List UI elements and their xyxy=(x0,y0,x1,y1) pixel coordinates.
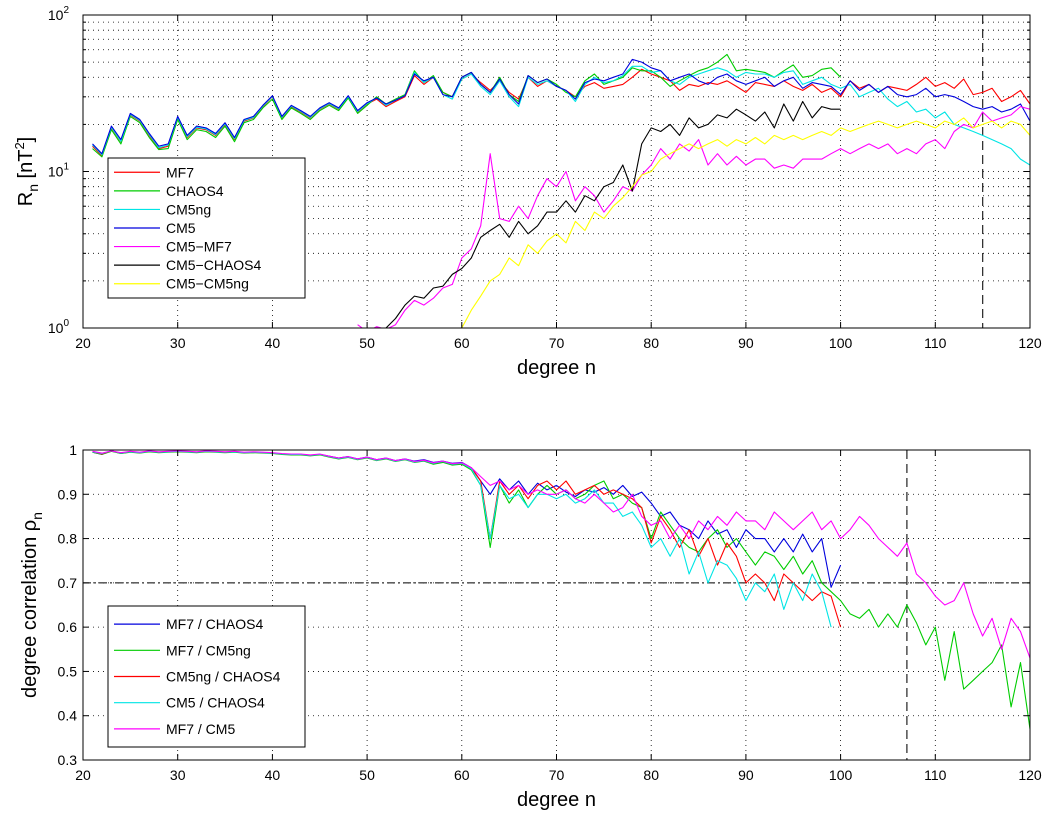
chart-top-power-spectra: 20 30 40 50 60 70 80 90 100 110 120 100 101 102 degree… xyxy=(12,5,1042,379)
legend: MF7 CHAOS4 CM5ng CM5 CM5−MF7 CM5−CHAOS4 CM5−CM… xyxy=(107,157,306,299)
legend-label-cm5-mf7: CM5−MF7 xyxy=(166,239,232,255)
legend-label-cm5-chaos4: CM5−CHAOS4 xyxy=(166,257,262,273)
y-tick-label: 0.8 xyxy=(58,531,78,547)
x-tick-label: 40 xyxy=(265,335,281,351)
series-line-cm5-mf7 xyxy=(357,106,1030,328)
y-axis-label: Rn [nT2] xyxy=(12,137,41,207)
x-tick-label: 60 xyxy=(454,767,470,783)
x-tick-label: 50 xyxy=(359,767,375,783)
x-tick-label: 70 xyxy=(549,767,565,783)
chart-bottom-degree-correlation: 20 30 40 50 60 70 80 90 100 110 120 0.3 0.4 0.5 0.6 0.7… xyxy=(19,442,1042,811)
legend-box xyxy=(107,605,306,748)
series-line-mf7-cm5 xyxy=(92,450,1030,659)
x-tick-label: 40 xyxy=(265,767,281,783)
x-tick-label: 30 xyxy=(170,335,186,351)
series-line-cm5-cm5ng xyxy=(461,117,1030,328)
y-tick-label: 0.4 xyxy=(58,708,78,724)
y-tick-label: 0.9 xyxy=(58,486,78,502)
x-tick-label: 90 xyxy=(738,767,754,783)
legend-label-cm5-cm5ng: CM5−CM5ng xyxy=(166,276,249,292)
y-tick-label: 0.3 xyxy=(58,752,78,768)
x-axis-label: degree n xyxy=(517,357,596,379)
legend-label-mf7-cm5: MF7 / CM5 xyxy=(166,721,235,737)
y-tick-label: 0.7 xyxy=(58,575,78,591)
series-group xyxy=(92,53,1030,328)
y-tick-label: 100 xyxy=(48,318,70,336)
x-tick-label: 100 xyxy=(829,335,853,351)
y-tick-label: 102 xyxy=(48,5,70,23)
legend-label-cm5ng: CM5ng xyxy=(166,201,211,217)
x-tick-label: 80 xyxy=(643,335,659,351)
y-axis-label: degree correlation ρn xyxy=(19,512,45,698)
x-tick-label: 50 xyxy=(359,335,375,351)
legend-label-mf7-chaos4: MF7 / CHAOS4 xyxy=(166,616,263,632)
x-tick-label: 20 xyxy=(75,335,91,351)
legend-label-cm5: CM5 xyxy=(166,220,196,236)
x-tick-label: 60 xyxy=(454,335,470,351)
y-tick-label: 101 xyxy=(48,162,70,180)
y-tick-label: 0.5 xyxy=(58,663,78,679)
y-tick-label: 0.6 xyxy=(58,619,78,635)
legend: MF7 / CHAOS4 MF7 / CM5ng CM5ng / CHAOS4 CM5… xyxy=(107,605,306,748)
x-tick-label: 80 xyxy=(643,767,659,783)
series-group xyxy=(92,450,1030,730)
tick-marks xyxy=(82,449,1031,761)
x-tick-label: 120 xyxy=(1018,335,1042,351)
legend-label-mf7-cm5ng: MF7 / CM5ng xyxy=(166,642,251,658)
grid xyxy=(83,450,1030,760)
x-tick-label: 100 xyxy=(829,767,853,783)
legend-label-chaos4: CHAOS4 xyxy=(166,183,224,199)
x-tick-label: 20 xyxy=(75,767,91,783)
x-tick-label: 110 xyxy=(924,335,947,351)
x-tick-label: 120 xyxy=(1018,767,1042,783)
x-tick-label: 30 xyxy=(170,767,186,783)
series-line-cm5 xyxy=(92,58,1030,155)
x-tick-label: 70 xyxy=(549,335,565,351)
x-tick-label: 110 xyxy=(924,767,947,783)
x-axis-label: degree n xyxy=(517,789,596,811)
legend-label-cm5-chaos4: CM5 / CHAOS4 xyxy=(166,695,265,711)
legend-label-mf7: MF7 xyxy=(166,164,194,180)
legend-label-cm5ng-chaos4: CM5ng / CHAOS4 xyxy=(166,669,281,685)
y-tick-label: 1 xyxy=(69,442,77,458)
series-line-cm5-chaos4 xyxy=(383,100,841,328)
tick-marks xyxy=(82,14,1031,329)
x-tick-label: 90 xyxy=(738,335,754,351)
